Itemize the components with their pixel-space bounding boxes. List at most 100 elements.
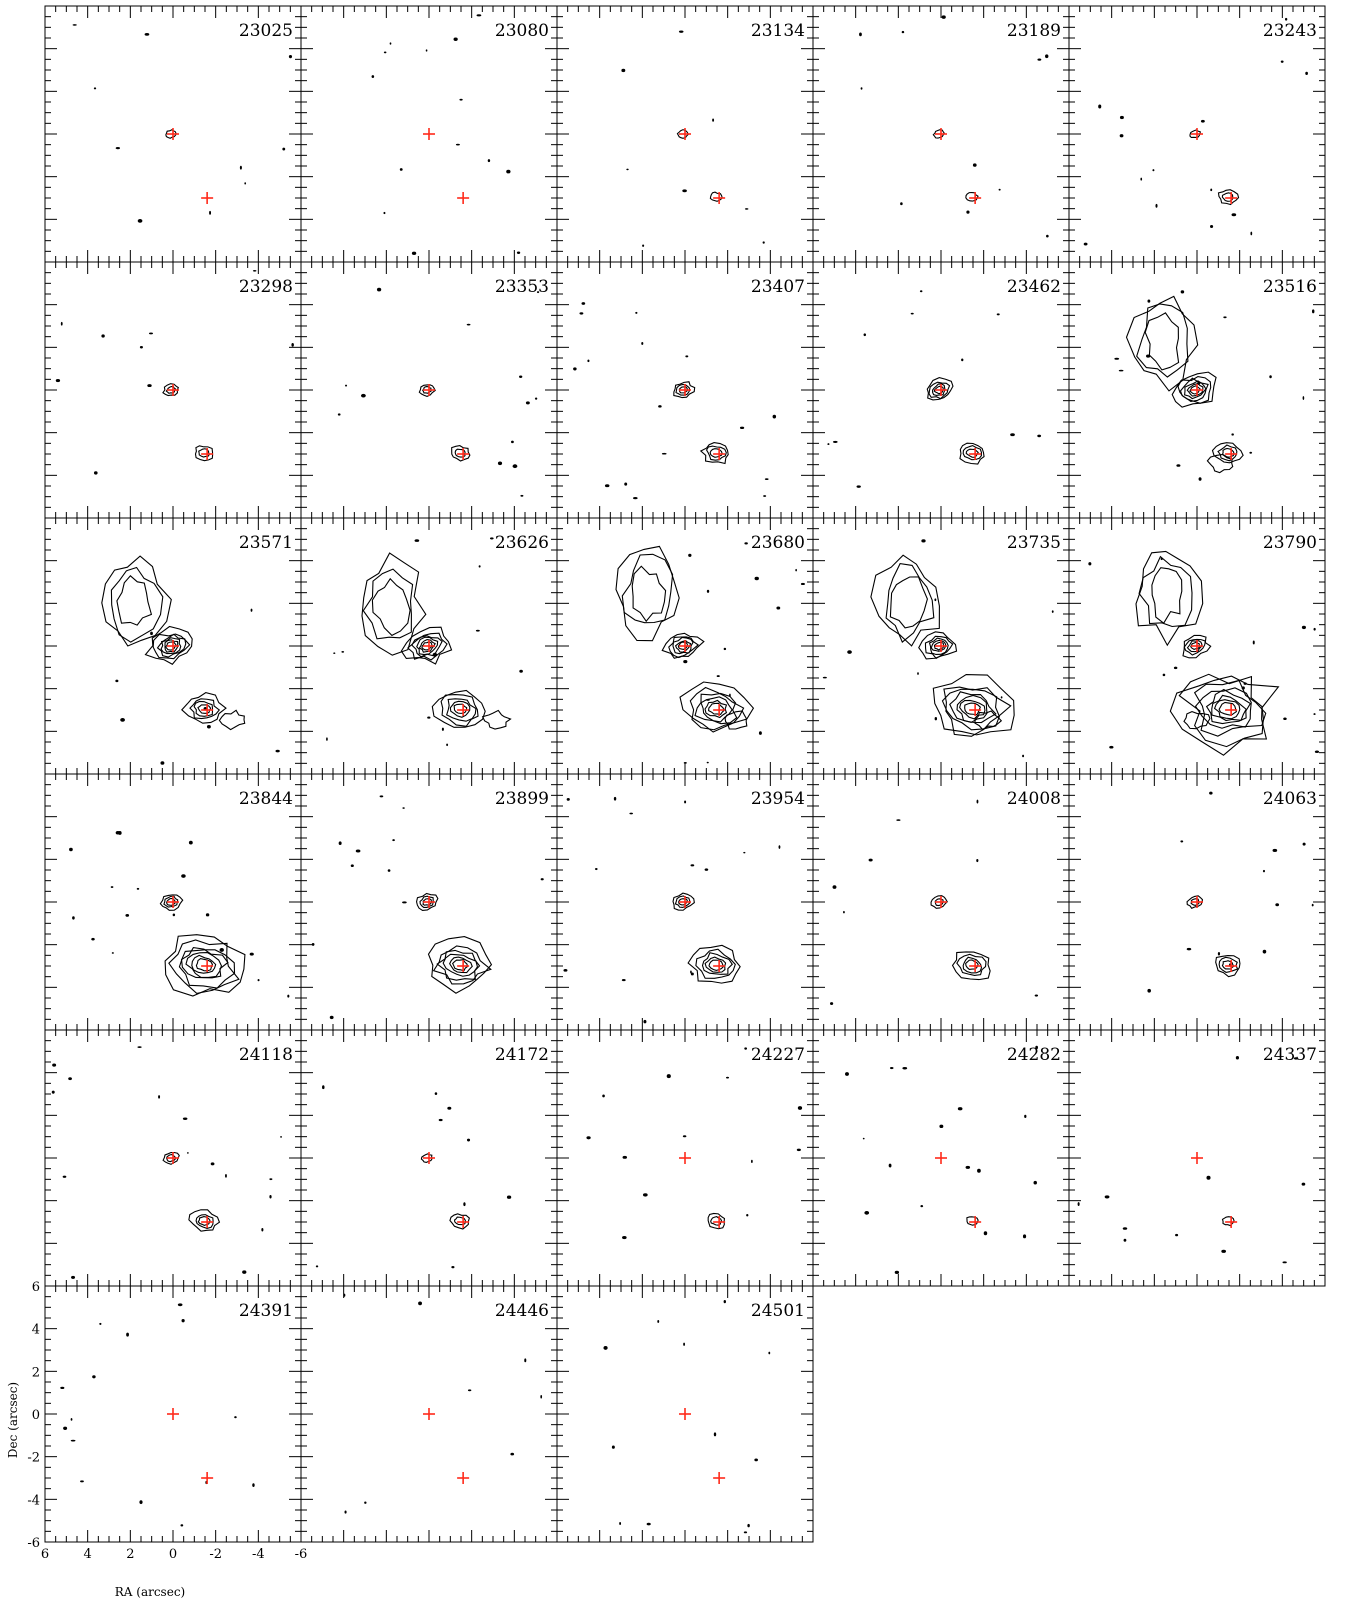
source-b-contour [695,948,736,979]
noise-speck [418,1301,422,1306]
noise-speck [1311,309,1315,314]
panel-label: 23735 [1007,533,1061,553]
source-b-contour [195,1214,214,1229]
channel-panel: 24063 [1068,773,1326,1031]
panel-label: 24172 [495,1045,549,1065]
noise-speck [966,210,970,214]
noise-speck [1217,951,1221,956]
noise-speck [1272,848,1278,853]
extended-emission-contour [974,710,1003,731]
panel-label: 23899 [495,789,549,809]
noise-speck [957,1107,963,1111]
source-a-contour [1182,634,1212,659]
noise-speck [743,851,746,854]
noise-speck [996,313,1000,316]
source-a-contour [419,895,434,908]
panel-label: 23626 [495,533,549,553]
channel-panel: 23243 [1068,5,1326,263]
source-a-contour [160,637,182,655]
source-b-contour [687,944,741,984]
source-b-contour [949,691,997,724]
source-a-contour [661,632,705,659]
noise-speck [70,1418,73,1421]
noise-speck [110,886,114,888]
noise-speck [139,1500,143,1505]
noise-speck [126,1332,129,1337]
noise-speck [1305,71,1308,75]
source-b-contour [178,949,236,989]
noise-speck [1301,1182,1306,1186]
noise-speck [1210,188,1213,192]
panel-label: 24063 [1263,789,1317,809]
noise-speck [713,1432,717,1437]
noise-speck [181,1319,185,1323]
noise-speck [261,1227,264,1232]
source-a-contour [926,377,954,401]
noise-speck [150,631,153,636]
noise-speck [399,168,403,171]
source-a-contour [159,894,184,911]
noise-speck [581,302,586,305]
noise-speck [120,718,125,722]
noise-speck [1314,750,1320,754]
source-a-contour [1179,377,1209,402]
noise-speck [345,384,348,387]
noise-speck [275,749,280,753]
source-b-contour [956,694,988,724]
panel-label: 23134 [751,21,805,41]
noise-speck [434,1092,438,1096]
extended-emission-contour [1144,312,1180,371]
x-tick-label: -4 [252,1547,265,1562]
source-b-contour [679,681,755,733]
extended-emission-contour [631,565,667,623]
noise-speck [832,440,838,443]
extended-emission-contour [870,554,940,647]
noise-speck [92,1375,96,1379]
noise-speck [1231,213,1237,217]
channel-panel: 23516 [1068,261,1326,519]
source-b-contour [197,1216,211,1226]
source-b-contour [965,192,979,202]
noise-speck [796,1148,801,1152]
noise-speck [333,652,336,655]
source-b-contour [446,698,477,722]
noise-speck [311,943,315,946]
noise-speck [60,1386,65,1390]
noise-speck [137,1046,142,1048]
source-b-contour [1211,442,1244,464]
noise-speck [93,471,98,475]
noise-speck [603,1346,608,1350]
noise-speck [180,1524,184,1527]
noise-speck [341,651,345,653]
noise-speck [666,1074,671,1079]
noise-speck [506,169,511,174]
noise-speck [1206,1175,1211,1180]
source-b-contour [180,946,229,979]
noise-speck [683,660,688,664]
noise-speck [459,98,463,101]
noise-speck [111,952,114,954]
source-b-contour [704,699,728,719]
noise-speck [983,1231,988,1236]
noise-speck [1037,58,1042,61]
noise-speck [1180,840,1184,843]
channel-panel: 24118 [44,1029,302,1287]
noise-speck [847,650,852,654]
noise-speck [148,332,154,335]
noise-speck [633,496,638,500]
source-b-contour [193,700,214,717]
x-axis-title: RA (arcsec) [115,1585,185,1599]
channel-panel: 23353 [300,261,558,519]
noise-speck [427,716,431,719]
source-a-contour [418,384,436,397]
noise-speck [723,1300,726,1304]
noise-speck [402,901,407,904]
noise-speck [1122,1227,1128,1230]
noise-speck [1209,791,1213,795]
noise-speck [364,1501,367,1504]
noise-speck [862,1137,865,1140]
source-b-contour [699,442,729,465]
noise-speck [62,1175,67,1178]
noise-speck [1252,640,1255,645]
noise-speck [1186,947,1192,951]
